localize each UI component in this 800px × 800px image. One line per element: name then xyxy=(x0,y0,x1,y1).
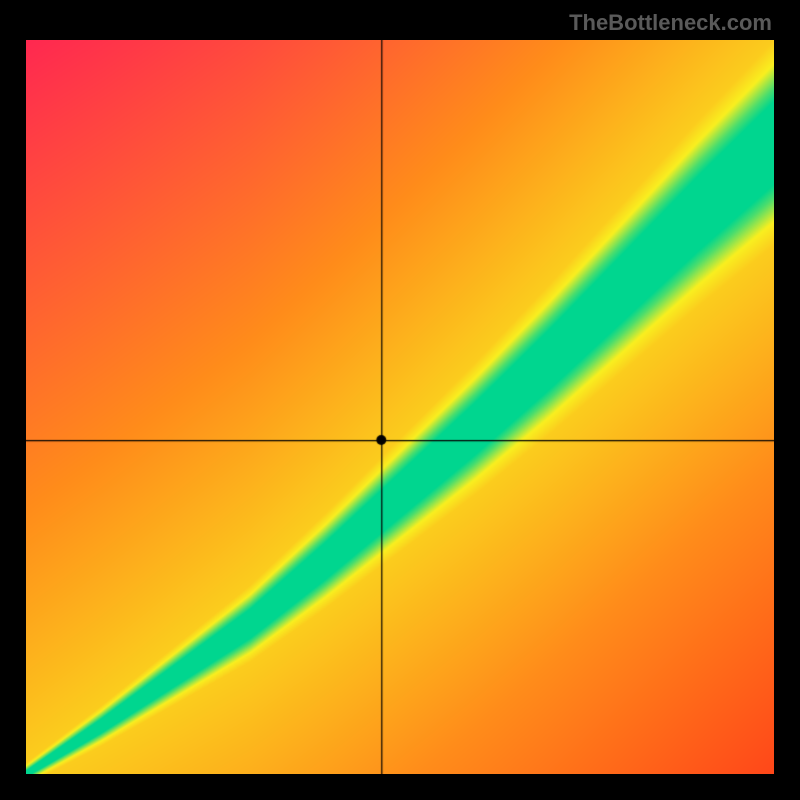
crosshair-overlay xyxy=(26,40,774,774)
watermark-text: TheBottleneck.com xyxy=(569,10,772,36)
chart-container: TheBottleneck.com xyxy=(0,0,800,800)
plot-area xyxy=(26,40,774,774)
